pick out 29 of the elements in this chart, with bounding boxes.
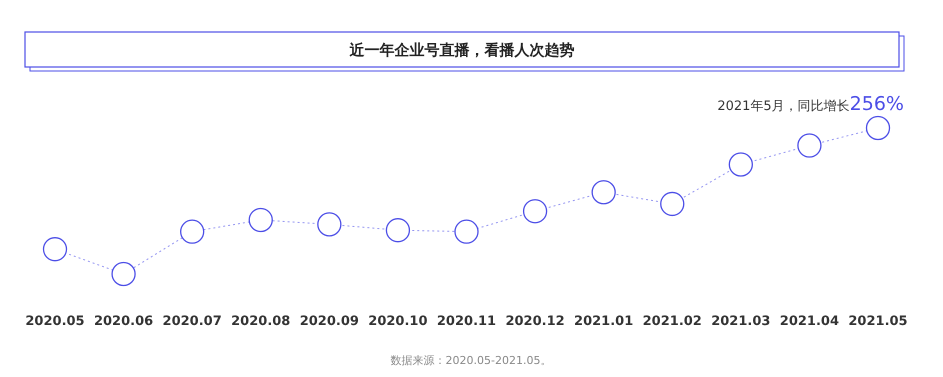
- point: [42, 237, 68, 262]
- point: [866, 116, 890, 140]
- point: [180, 220, 204, 244]
- x-tick-label: 2020.10: [368, 314, 428, 329]
- source-note: 数据来源：2020.05-2021.05。: [390, 354, 552, 367]
- x-tick-label: 2020.11: [436, 314, 496, 329]
- point: [386, 218, 410, 242]
- chart-title: 近一年企业号直播，看播人次趋势: [348, 41, 574, 59]
- point: [797, 133, 822, 158]
- point: [728, 152, 753, 177]
- point: [522, 199, 548, 224]
- point: [660, 192, 684, 216]
- x-tick-label: 2021.04: [780, 314, 840, 329]
- x-tick-label: 2021.05: [848, 314, 908, 329]
- point: [454, 220, 479, 244]
- point: [592, 180, 616, 204]
- point: [317, 212, 342, 237]
- x-tick-label: 2020.07: [162, 314, 222, 329]
- point: [248, 208, 273, 232]
- x-tick-label: 2020.05: [25, 314, 85, 329]
- annotation: 2021年5月，同比增长256%: [717, 93, 904, 115]
- x-tick-label: 2020.12: [505, 314, 565, 329]
- point: [111, 262, 136, 286]
- x-tick-label: 2020.09: [300, 314, 359, 329]
- x-tick-label: 2021.03: [711, 314, 770, 329]
- x-tick-label: 2020.06: [94, 314, 154, 329]
- x-tick-label: 2021.01: [574, 314, 634, 329]
- x-tick-label: 2020.08: [231, 314, 290, 329]
- x-tick-label: 2021.02: [642, 314, 702, 329]
